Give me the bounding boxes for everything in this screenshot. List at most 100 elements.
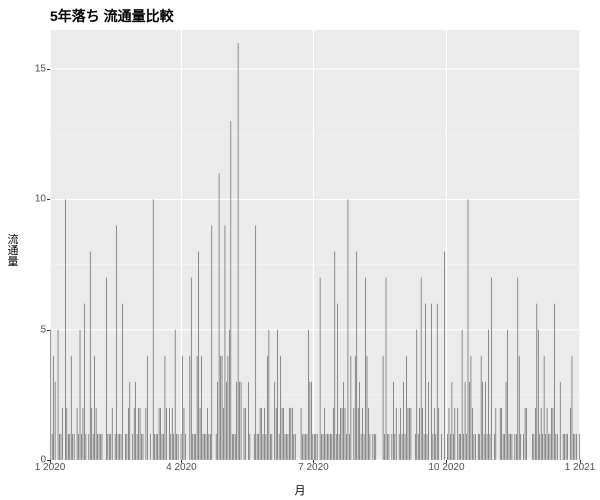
bar [510, 434, 511, 460]
bar [403, 382, 404, 460]
bar [301, 408, 302, 460]
bar [541, 408, 542, 460]
bar [551, 408, 552, 460]
bar [557, 434, 558, 460]
bar [137, 434, 138, 460]
bar [109, 434, 110, 460]
bar [475, 434, 476, 460]
bar [457, 408, 458, 460]
plot-area [50, 30, 580, 460]
bar [368, 408, 369, 460]
bar [532, 434, 533, 460]
bar [421, 278, 422, 460]
bar [285, 434, 286, 460]
bar [554, 304, 555, 460]
bar [332, 434, 333, 460]
bar [427, 434, 428, 460]
bar [248, 382, 249, 460]
bar [226, 382, 227, 460]
bar [71, 356, 72, 460]
bar [257, 434, 258, 460]
bar [384, 434, 385, 460]
bar [563, 434, 564, 460]
bar [286, 434, 287, 460]
bar [523, 434, 524, 460]
bar [419, 408, 420, 460]
bar [108, 434, 109, 460]
bar [255, 225, 256, 460]
bar [409, 408, 410, 460]
bar [86, 434, 87, 460]
bar [194, 434, 195, 460]
bar [96, 408, 97, 460]
chart-container: 5年落ち 流通量比較 流通量 月 0510151 20204 20207 202… [0, 0, 600, 500]
bar [269, 330, 270, 460]
bar [241, 382, 242, 460]
bar [553, 408, 554, 460]
bar [415, 434, 416, 460]
bar [271, 434, 272, 460]
bar [355, 356, 356, 460]
bar [479, 434, 480, 460]
bar [59, 434, 60, 460]
bar [220, 356, 221, 460]
bar [125, 434, 126, 460]
bar [356, 252, 357, 460]
bar [463, 434, 464, 460]
bar [460, 434, 461, 460]
bar [431, 304, 432, 460]
bar [189, 356, 190, 460]
bar [329, 434, 330, 460]
bar [128, 408, 129, 460]
bar [172, 408, 173, 460]
bar [346, 434, 347, 460]
bar [223, 408, 224, 460]
bar [209, 434, 210, 460]
bar [106, 278, 107, 460]
bar [491, 278, 492, 460]
bar [547, 408, 548, 460]
bar [77, 408, 78, 460]
bar [94, 356, 95, 460]
bar [90, 252, 91, 460]
bar [526, 408, 527, 460]
bar [264, 408, 265, 460]
bar [279, 434, 280, 460]
bar [572, 356, 573, 460]
bar [570, 408, 571, 460]
bar [267, 356, 268, 460]
bar [444, 252, 445, 460]
bar [375, 434, 376, 460]
bar [506, 382, 507, 460]
bar [507, 330, 508, 460]
bar [387, 434, 388, 460]
bar [176, 434, 177, 460]
bar [408, 408, 409, 460]
bar [232, 434, 233, 460]
bar [359, 382, 360, 460]
bar [468, 199, 469, 460]
bar [512, 434, 513, 460]
x-tick-label: 1 2020 [35, 462, 66, 473]
bar [181, 434, 182, 460]
bar [573, 434, 574, 460]
y-tick-label: 10 [35, 194, 46, 205]
bar [228, 356, 229, 460]
bar [274, 382, 275, 460]
bar [469, 382, 470, 460]
bar [323, 434, 324, 460]
bar [236, 382, 237, 460]
bar [425, 304, 426, 460]
bar [166, 408, 167, 460]
bar [348, 199, 349, 460]
bar [110, 434, 111, 460]
bar [349, 434, 350, 460]
bar [143, 434, 144, 460]
bar [315, 434, 316, 460]
bar [88, 434, 89, 460]
bar [191, 278, 192, 460]
bar [539, 434, 540, 460]
bar [112, 408, 113, 460]
bar [324, 408, 325, 460]
bar [418, 434, 419, 460]
